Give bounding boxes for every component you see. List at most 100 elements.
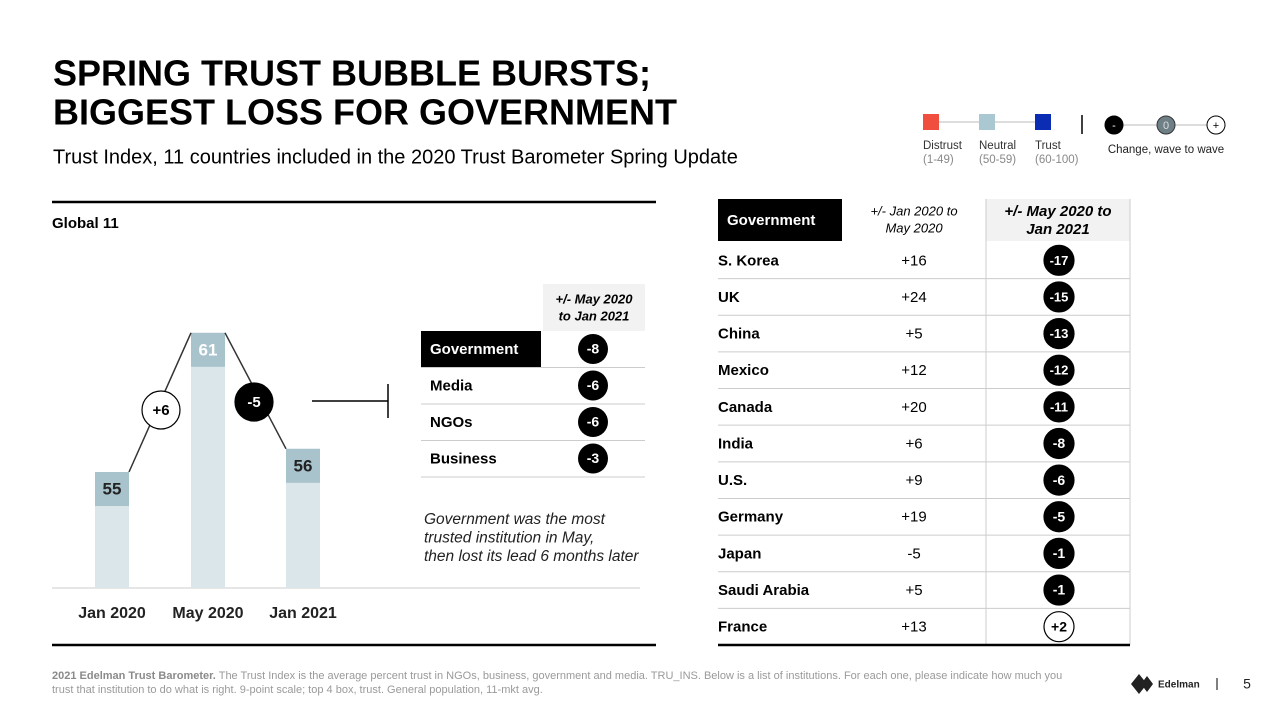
- change-symbol-text: -: [1112, 120, 1116, 132]
- change-badge: [1043, 354, 1075, 386]
- change-jan-may: +12: [901, 362, 926, 379]
- logo-mark: [1131, 674, 1153, 694]
- change-may-jan: -12: [1050, 363, 1069, 378]
- change-may-jan: -8: [1053, 435, 1066, 451]
- country: Germany: [718, 509, 784, 526]
- table-header: to Jan 2021: [559, 308, 630, 323]
- change-may-jan: -11: [1050, 399, 1068, 414]
- table-header: Government: [727, 212, 815, 229]
- change-badge: [578, 443, 608, 474]
- bar-label-box: [191, 332, 225, 367]
- change-badge: [578, 407, 608, 437]
- bar-value: 61: [199, 340, 218, 359]
- legend-label: Trust: [1035, 140, 1062, 152]
- change-may-jan: -15: [1050, 289, 1069, 304]
- legend-range: (60-100): [1035, 154, 1079, 166]
- change-symbol: [1104, 115, 1124, 135]
- country: India: [718, 435, 754, 452]
- title: SPRING TRUST BUBBLE BURSTS;: [53, 53, 651, 94]
- change-badge: [1043, 427, 1075, 460]
- source-bold: 2021 Edelman Trust Barometer.: [52, 670, 216, 682]
- note: Government was the most: [424, 511, 606, 528]
- note: then lost its lead 6 months later: [424, 548, 639, 565]
- change-badge: [578, 334, 608, 364]
- change-badge: [1043, 317, 1075, 350]
- change-may-jan: +2: [1051, 618, 1067, 634]
- change-badge: [1043, 537, 1075, 570]
- legend-range: (50-59): [979, 154, 1016, 166]
- note: trusted institution in May,: [424, 530, 594, 547]
- country: Japan: [718, 545, 761, 562]
- x-label: May 2020: [172, 605, 243, 622]
- legend-range: (1-49): [923, 154, 954, 166]
- change-badge: [234, 382, 274, 422]
- legend-swatch: [979, 114, 995, 130]
- country: Canada: [718, 399, 773, 416]
- change-may-jan: -13: [1050, 326, 1069, 341]
- bar-label-box: [95, 472, 129, 506]
- country: China: [718, 326, 760, 343]
- legend-label: Distrust: [923, 140, 963, 152]
- change-may-jan: -1: [1053, 582, 1066, 598]
- change-jan-may: +9: [905, 472, 922, 489]
- bar-label-box: [286, 448, 320, 483]
- change-jan-may: +5: [905, 326, 922, 343]
- country: UK: [718, 289, 740, 306]
- change-badge: [1043, 281, 1075, 313]
- logo: Edelman: [1158, 680, 1200, 691]
- table-header: +/- May 2020 to: [1004, 203, 1111, 220]
- change-value: -3: [587, 450, 600, 466]
- x-label: Jan 2021: [269, 605, 337, 622]
- subtitle: Trust Index, 11 countries included in th…: [53, 146, 738, 168]
- table-header: Jan 2021: [1026, 221, 1089, 238]
- change-jan-may: +13: [901, 619, 926, 636]
- change-badge: [578, 370, 608, 401]
- change-symbol-text: 0: [1163, 120, 1169, 132]
- legend-label: Neutral: [979, 140, 1016, 152]
- change-badge: [141, 390, 181, 430]
- institution: Government: [430, 341, 518, 358]
- change-may-jan: -5: [1053, 508, 1066, 524]
- panel-label: Global 11: [52, 215, 119, 232]
- title: BIGGEST LOSS FOR GOVERNMENT: [53, 92, 677, 133]
- change-jan-may: +6: [905, 435, 922, 452]
- institution: Media: [430, 377, 473, 394]
- institution: NGOs: [430, 414, 473, 431]
- country: Saudi Arabia: [718, 582, 810, 599]
- change-value: -5: [247, 394, 260, 411]
- legend-swatch: [1035, 114, 1051, 130]
- change-symbol-text: +: [1213, 120, 1219, 132]
- table-header-bg: [543, 284, 645, 331]
- change-label: Change, wave to wave: [1108, 144, 1224, 156]
- table-header-col2-bg: [986, 199, 1130, 241]
- change-may-jan: -17: [1050, 253, 1069, 268]
- change-symbol: [1156, 115, 1176, 135]
- table-header: +/- May 2020: [556, 291, 634, 306]
- legend-swatch: [923, 114, 939, 130]
- bar: [191, 332, 225, 588]
- table-header: +/- Jan 2020 to: [870, 203, 957, 218]
- change-may-jan: -1: [1053, 545, 1066, 561]
- row-highlight: [421, 331, 541, 368]
- change-jan-may: -5: [907, 545, 920, 562]
- change-badge: [1043, 501, 1075, 533]
- table-header-name-bg: [718, 199, 842, 241]
- institution: Business: [430, 450, 497, 467]
- change-badge: [1043, 391, 1075, 423]
- change-value: -6: [587, 414, 600, 430]
- page-number: 5: [1243, 676, 1251, 692]
- change-jan-may: +24: [901, 289, 926, 306]
- change-badge: [1043, 574, 1075, 606]
- bar-value: 56: [294, 456, 313, 475]
- change-badge: [1043, 611, 1075, 643]
- x-label: Jan 2020: [78, 605, 146, 622]
- change-jan-may: +16: [901, 252, 926, 269]
- change-value: +6: [152, 402, 169, 419]
- change-value: -6: [587, 377, 600, 393]
- bar-value: 55: [103, 479, 122, 498]
- table-header: May 2020: [885, 220, 943, 235]
- change-symbol: [1206, 115, 1226, 135]
- change-may-jan: -6: [1053, 472, 1066, 488]
- change-badge: [1043, 244, 1075, 276]
